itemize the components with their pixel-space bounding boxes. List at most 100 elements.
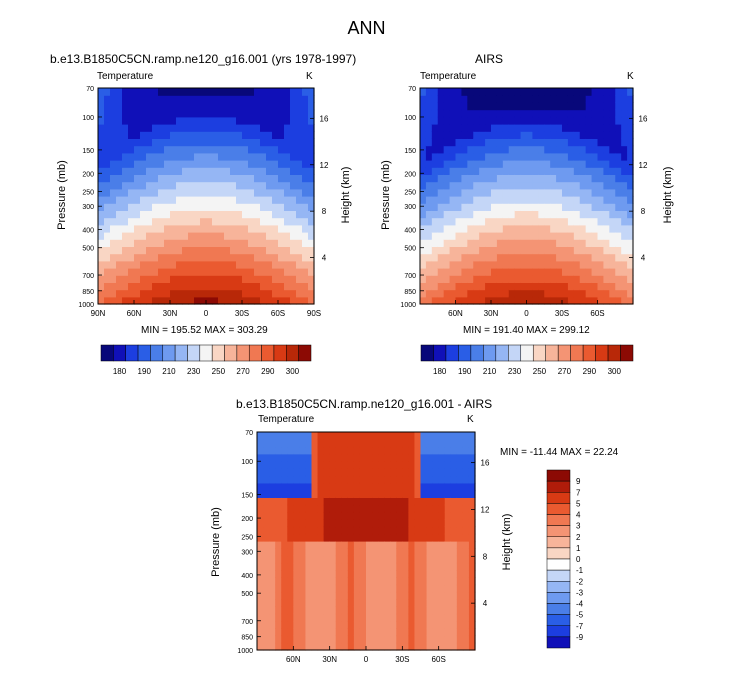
panel3-cell: [287, 475, 294, 484]
panel3-cell: [335, 439, 343, 448]
panel1-cell: [230, 116, 237, 125]
panel3-cell: [293, 475, 300, 484]
panel2-cell: [485, 181, 492, 190]
panel2-cell: [544, 152, 551, 161]
panel1-cell: [182, 181, 189, 190]
panel2-cell: [455, 131, 463, 139]
panel1-cell: [182, 275, 189, 283]
panel1-cell: [188, 181, 195, 190]
panel1-cell: [242, 196, 249, 204]
panel1-cell: [218, 145, 225, 154]
panel3-cell: [402, 562, 409, 571]
panel1-cell: [284, 167, 291, 175]
panel1-cell: [194, 109, 201, 118]
panel3-cell: [384, 635, 391, 644]
panel3-cell: [359, 620, 367, 629]
panel1-cell: [98, 289, 105, 298]
panel1-cell: [302, 116, 309, 125]
panel1-cell: [170, 138, 177, 147]
panel2-cell: [473, 174, 480, 183]
panel3-cell: [299, 620, 307, 629]
panel1-cell: [176, 275, 183, 283]
panel3-cell: [462, 577, 470, 586]
panel1-cell: [212, 203, 219, 211]
panel1-cell: [284, 203, 291, 211]
panel1-cell: [290, 102, 297, 111]
panel2-cell: [514, 203, 522, 211]
panel1-cell: [236, 124, 243, 132]
panel3-cell: [269, 533, 276, 542]
panel1-cell: [224, 152, 231, 161]
panel2-cell: [615, 160, 622, 168]
panel2-cell: [479, 124, 486, 132]
panel3-cell: [275, 439, 282, 448]
panel1-cell: [188, 188, 195, 197]
panel3-cell: [281, 533, 288, 542]
panel3-cell: [390, 642, 397, 651]
panel3-cell: [323, 599, 331, 607]
panel3-cell: [335, 570, 343, 578]
panel2-cell: [455, 181, 463, 190]
panel2-cell: [496, 268, 504, 276]
panel1-cell: [158, 152, 165, 161]
panel3-cell: [305, 635, 313, 644]
panel3-cell: [378, 490, 385, 498]
panel1-cell: [164, 203, 171, 211]
panel3-cell: [438, 599, 446, 607]
panel1-cell: [242, 102, 249, 111]
panel2-cell: [449, 145, 457, 154]
panel2-cell: [514, 217, 522, 226]
panel1-cell: [296, 224, 303, 233]
panel1-cell: [98, 203, 105, 211]
panel2-cell: [621, 296, 628, 305]
panel2-cell: [627, 188, 634, 197]
panel3-cell: [372, 446, 379, 455]
panel2-cell: [508, 289, 516, 298]
panel1-cell: [98, 196, 105, 204]
panel2-cell: [591, 95, 599, 103]
panel1-cell: [170, 181, 177, 190]
panel1-cell: [266, 116, 273, 125]
panel2-cell: [455, 152, 463, 161]
panel1-cell: [272, 188, 279, 197]
panel1-cell: [134, 152, 141, 161]
panel2-cell: [627, 152, 634, 161]
panel3-cell: [432, 461, 440, 469]
panel1-cell: [206, 282, 213, 291]
panel2-cell: [556, 124, 563, 132]
panel1-cell: [134, 260, 141, 269]
panel2-cell: [431, 268, 439, 276]
panel3-cell: [359, 519, 367, 528]
panel2-y2label: Height (km): [662, 166, 674, 224]
panel2-cell: [496, 296, 504, 305]
panel1-cell: [134, 210, 141, 219]
panel2-cell: [467, 289, 474, 298]
panel1-cell: [122, 282, 129, 291]
panel2-cell: [562, 282, 569, 291]
panel1-cell: [164, 116, 171, 125]
panel1-cell: [260, 88, 267, 96]
panel1-cell: [206, 138, 213, 147]
panel1-cell: [290, 282, 297, 291]
panel1-cell: [290, 210, 297, 219]
panel1-ytick-label: 500: [82, 246, 94, 253]
panel2-cell: [538, 217, 545, 226]
panel2-cell: [473, 268, 480, 276]
panel2-cell: [573, 95, 581, 103]
panel3-cell: [384, 584, 391, 593]
panel2-colorbar-box: [420, 344, 434, 362]
panel1-cell: [278, 217, 285, 226]
panel1-cell: [254, 196, 261, 204]
panel3-cell: [311, 446, 319, 455]
panel3-cell: [444, 541, 452, 549]
panel1-cell: [134, 239, 141, 247]
panel1-cell: [212, 296, 219, 305]
panel3-cell: [299, 432, 307, 440]
panel1-cell: [128, 102, 135, 111]
panel2-cell: [621, 239, 628, 247]
panel1-cell: [302, 275, 309, 283]
panel3-cell: [366, 562, 373, 571]
panel1-colorbar-box: [162, 344, 176, 362]
panel1-cell: [134, 116, 141, 125]
panel1-cell: [284, 109, 291, 118]
